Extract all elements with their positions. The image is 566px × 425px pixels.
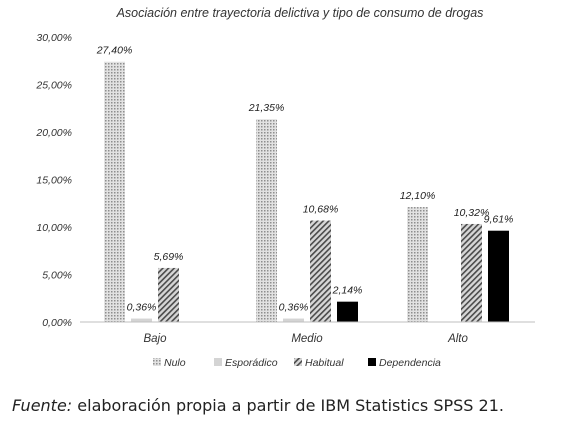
bar-habitual-medio (310, 220, 331, 322)
data-labels: 27,40% 0,36% 5,69% 21,35% 0,36% 10,68% 2,14% 12… (96, 45, 514, 314)
source-label: Fuente: (12, 396, 73, 415)
bar-nulo-medio (256, 119, 277, 322)
legend-swatch-habitual (294, 358, 302, 366)
x-tick-label: Bajo (143, 333, 167, 345)
y-tick-label: 5,00% (42, 270, 72, 282)
y-tick-label: 10,00% (36, 222, 72, 234)
x-axis: Bajo Medio Alto (143, 333, 468, 345)
y-axis: 0,00% 5,00% 10,00% 15,00% 20,00% 25,00% 30,00% (35, 32, 72, 329)
legend-swatch-nulo (153, 358, 161, 366)
legend-label-nulo: Nulo (164, 357, 186, 369)
chart-title: Asociación entre trayectoria delictiva y… (116, 6, 484, 20)
legend-swatch-esporádico (214, 358, 222, 366)
bar-habitual-bajo (158, 267, 179, 322)
data-label: 0,36% (127, 302, 157, 314)
data-label: 27,40% (96, 45, 133, 57)
legend: Nulo Esporádico Habitual Dependencia (153, 357, 441, 369)
y-tick-label: 20,00% (35, 127, 72, 139)
bar-dependencia-medio (337, 301, 358, 322)
chart: Asociación entre trayectoria delictiva y… (35, 6, 535, 369)
data-label: 0,36% (279, 302, 309, 314)
data-label: 12,10% (400, 190, 436, 202)
y-tick-label: 30,00% (36, 32, 72, 44)
x-tick-label: Medio (291, 333, 323, 345)
legend-label-esporádico: Esporádico (225, 357, 278, 369)
data-label: 5,69% (154, 251, 184, 263)
source-text: elaboración propia a partir de IBM Stati… (72, 396, 504, 415)
legend-label-habitual: Habitual (305, 357, 344, 369)
y-tick-label: 15,00% (36, 175, 72, 187)
source-note: Fuente: elaboración propia a partir de I… (12, 396, 562, 415)
bar-nulo-alto (407, 207, 428, 322)
data-label: 10,68% (303, 204, 339, 216)
legend-label-dependencia: Dependencia (379, 357, 441, 369)
x-tick-label: Alto (447, 333, 468, 345)
bar-esporádico-bajo (131, 318, 152, 322)
bar-nulo-bajo (104, 61, 125, 322)
bar-habitual-alto (461, 223, 482, 322)
bar-dependencia-alto (488, 230, 509, 322)
data-label: 10,32% (454, 207, 490, 219)
y-tick-label: 25,00% (35, 80, 72, 92)
data-label: 2,14% (332, 285, 363, 297)
data-label: 9,61% (484, 214, 514, 226)
bar-esporádico-medio (283, 318, 304, 322)
bars (104, 61, 509, 322)
legend-swatch-dependencia (368, 358, 376, 366)
y-tick-label: 0,00% (42, 317, 72, 329)
data-label: 21,35% (248, 102, 285, 114)
